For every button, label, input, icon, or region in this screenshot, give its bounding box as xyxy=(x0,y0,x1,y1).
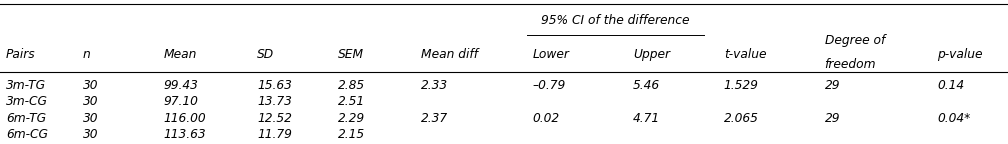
Text: p-value: p-value xyxy=(937,48,983,61)
Text: 15.63: 15.63 xyxy=(257,79,292,92)
Text: 12.52: 12.52 xyxy=(257,112,292,125)
Text: 5.46: 5.46 xyxy=(633,79,660,92)
Text: 3m-CG: 3m-CG xyxy=(6,95,48,108)
Text: 29: 29 xyxy=(825,79,840,92)
Text: 0.04*: 0.04* xyxy=(937,112,971,125)
Text: 30: 30 xyxy=(83,112,98,125)
Text: 6m-CG: 6m-CG xyxy=(6,128,48,141)
Text: 30: 30 xyxy=(83,128,98,141)
Text: 2.33: 2.33 xyxy=(421,79,449,92)
Text: 13.73: 13.73 xyxy=(257,95,292,108)
Text: 30: 30 xyxy=(83,95,98,108)
Text: SEM: SEM xyxy=(338,48,364,61)
Text: 11.79: 11.79 xyxy=(257,128,292,141)
Text: 6m-TG: 6m-TG xyxy=(6,112,46,125)
Text: SD: SD xyxy=(257,48,274,61)
Text: Upper: Upper xyxy=(633,48,670,61)
Text: freedom: freedom xyxy=(825,58,876,71)
Text: n: n xyxy=(83,48,91,61)
Text: 30: 30 xyxy=(83,79,98,92)
Text: Mean: Mean xyxy=(163,48,197,61)
Text: 116.00: 116.00 xyxy=(163,112,206,125)
Text: 113.63: 113.63 xyxy=(163,128,206,141)
Text: 2.37: 2.37 xyxy=(421,112,449,125)
Text: Mean diff: Mean diff xyxy=(421,48,479,61)
Text: 0.02: 0.02 xyxy=(532,112,559,125)
Text: –0.79: –0.79 xyxy=(532,79,565,92)
Text: Degree of: Degree of xyxy=(825,34,885,47)
Text: 0.14: 0.14 xyxy=(937,79,965,92)
Text: Lower: Lower xyxy=(532,48,570,61)
Text: 2.065: 2.065 xyxy=(724,112,759,125)
Text: 2.29: 2.29 xyxy=(338,112,365,125)
Text: 29: 29 xyxy=(825,112,840,125)
Text: 99.43: 99.43 xyxy=(163,79,199,92)
Text: 4.71: 4.71 xyxy=(633,112,660,125)
Text: 2.51: 2.51 xyxy=(338,95,365,108)
Text: Pairs: Pairs xyxy=(6,48,35,61)
Text: 95% CI of the difference: 95% CI of the difference xyxy=(541,14,689,27)
Text: 2.15: 2.15 xyxy=(338,128,365,141)
Text: 3m-TG: 3m-TG xyxy=(6,79,46,92)
Text: 1.529: 1.529 xyxy=(724,79,759,92)
Text: t-value: t-value xyxy=(724,48,766,61)
Text: 2.85: 2.85 xyxy=(338,79,365,92)
Text: 97.10: 97.10 xyxy=(163,95,199,108)
